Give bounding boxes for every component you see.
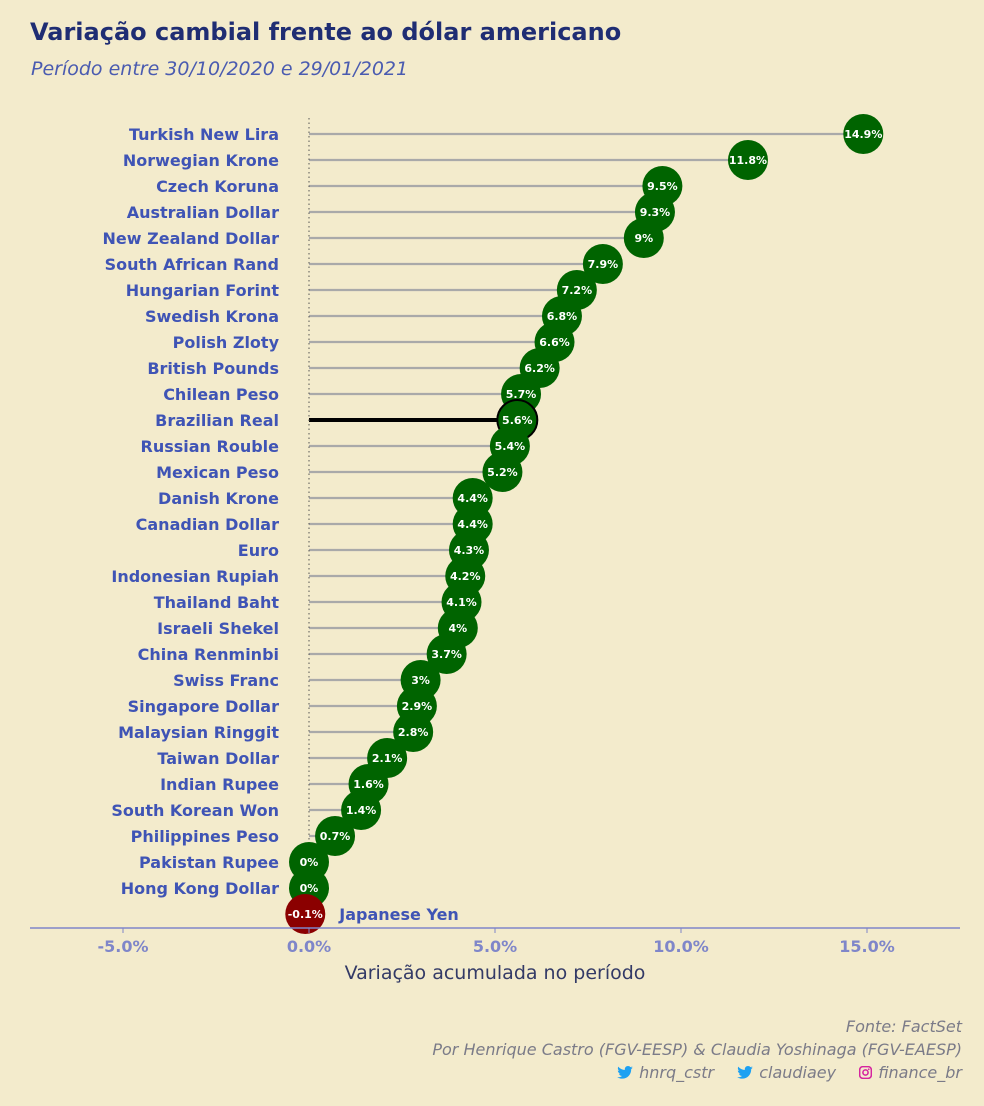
twitter-icon [737, 1066, 754, 1079]
social-instagram[interactable]: finance_br [859, 1061, 962, 1084]
category-label: New Zealand Dollar [103, 229, 280, 248]
data-label: 2.9% [402, 700, 433, 713]
category-label: Euro [238, 541, 279, 560]
data-label: 4.4% [457, 492, 488, 505]
category-label: Swedish Krona [145, 307, 279, 326]
data-label: 6.6% [539, 336, 570, 349]
data-label: 3% [411, 674, 430, 687]
x-tick-label: -5.0% [97, 937, 148, 956]
category-label: Malaysian Ringgit [118, 723, 279, 742]
data-label: 1.4% [346, 804, 377, 817]
data-point [582, 244, 623, 284]
x-tick-label: 0.0% [287, 937, 331, 956]
category-label: Chilean Peso [163, 385, 279, 404]
category-label: Mexican Peso [156, 463, 279, 482]
x-tick-label: 15.0% [839, 937, 895, 956]
data-label: 5.6% [502, 414, 533, 427]
data-label: 4.3% [454, 544, 485, 557]
dot-layer: 14.9% 11.8% 9.5% 9.3% 9% 7.9% 7.2% 6.8% 6.6% 6.2%… [285, 114, 884, 934]
data-label: 4.1% [446, 596, 477, 609]
lollipop-chart: 14.9% 11.8% 9.5% 9.3% 9% 7.9% 7.2% 6.8% 6.6% 6.2%… [30, 114, 960, 984]
category-label: Czech Koruna [156, 177, 279, 196]
category-label: Israeli Shekel [157, 619, 279, 638]
x-tick-label: 10.0% [653, 937, 709, 956]
category-label: Indian Rupee [160, 775, 279, 794]
data-label: 9% [634, 232, 653, 245]
data-label: 6.2% [524, 362, 555, 375]
category-label: Polish Zloty [173, 333, 280, 352]
category-label: Australian Dollar [127, 203, 279, 222]
data-point [727, 140, 768, 180]
x-tick-label: 5.0% [473, 937, 517, 956]
category-label: Singapore Dollar [128, 697, 279, 716]
social-handle: finance_br [878, 1063, 962, 1082]
stem-layer [305, 132, 864, 916]
chart-subtitle: Período entre 30/10/2020 e 29/01/2021 [31, 58, 409, 80]
footer: Fonte: FactSet Por Henrique Castro (FGV-… [432, 1015, 962, 1085]
data-label: 9.3% [640, 206, 671, 219]
source-note: Fonte: FactSet [845, 1017, 962, 1036]
category-label: Hungarian Forint [126, 281, 280, 300]
chart-title: Variação cambial frente ao dólar america… [30, 18, 622, 46]
data-label: 4.4% [457, 518, 488, 531]
category-label: South Korean Won [111, 801, 279, 820]
category-label-layer: Turkish New Lira Norwegian Krone Czech Kor… [103, 125, 459, 924]
data-point [315, 816, 356, 856]
data-label: 6.8% [547, 310, 578, 323]
category-label: Swiss Franc [173, 671, 279, 690]
x-axis-title: Variação acumulada no período [345, 962, 646, 984]
category-label: Taiwan Dollar [157, 749, 279, 768]
category-label: British Pounds [147, 359, 279, 378]
category-label: Japanese Yen [338, 905, 459, 924]
data-label: 0% [300, 856, 319, 869]
authors-note: Por Henrique Castro (FGV-EESP) & Claudia… [432, 1040, 962, 1059]
category-label: Canadian Dollar [136, 515, 279, 534]
data-label: 5.2% [487, 466, 518, 479]
data-label: 0% [300, 882, 319, 895]
category-label: Indonesian Rupiah [111, 567, 279, 586]
data-label: 7.2% [562, 284, 593, 297]
data-label: 0.7% [320, 830, 351, 843]
category-label: Russian Rouble [141, 437, 280, 456]
social-row: hnrq_cstr claudiaey finance_br [432, 1061, 962, 1085]
social-twitter-2[interactable]: claudiaey [737, 1061, 836, 1084]
data-point [285, 894, 326, 934]
data-point [843, 114, 884, 154]
data-point [393, 712, 434, 752]
data-point [623, 218, 664, 258]
x-tick-layer: -5.0% 0.0% 5.0% 10.0% 15.0% [97, 928, 895, 956]
data-label: 7.9% [588, 258, 619, 271]
category-label: South African Rand [105, 255, 279, 274]
data-label: 11.8% [729, 154, 767, 167]
data-label: 14.9% [844, 128, 882, 141]
category-label: Hong Kong Dollar [121, 879, 279, 898]
category-label: Norwegian Krone [123, 151, 279, 170]
category-label: Philippines Peso [131, 827, 279, 846]
social-handle: claudiaey [759, 1063, 837, 1082]
category-label: Danish Krone [158, 489, 279, 508]
data-point [341, 790, 382, 830]
social-twitter-1[interactable]: hnrq_cstr [617, 1061, 714, 1084]
category-label: Thailand Baht [154, 593, 280, 612]
category-label: Turkish New Lira [129, 125, 279, 144]
data-label: 5.7% [506, 388, 537, 401]
instagram-icon [859, 1066, 873, 1079]
category-label: Brazilian Real [155, 411, 279, 430]
data-label: 1.6% [353, 778, 384, 791]
twitter-icon [617, 1066, 633, 1079]
data-point [482, 452, 523, 492]
data-label: 5.4% [495, 440, 526, 453]
data-label: 4.2% [450, 570, 481, 583]
data-point [426, 634, 467, 674]
social-handle: hnrq_cstr [639, 1063, 715, 1082]
data-label: 3.7% [431, 648, 462, 661]
data-label: -0.1% [288, 908, 323, 921]
data-label: 2.1% [372, 752, 403, 765]
category-label: China Renminbi [138, 645, 279, 664]
category-label: Pakistan Rupee [139, 853, 279, 872]
data-label: 9.5% [647, 180, 678, 193]
data-label: 2.8% [398, 726, 429, 739]
data-label: 4% [448, 622, 467, 635]
